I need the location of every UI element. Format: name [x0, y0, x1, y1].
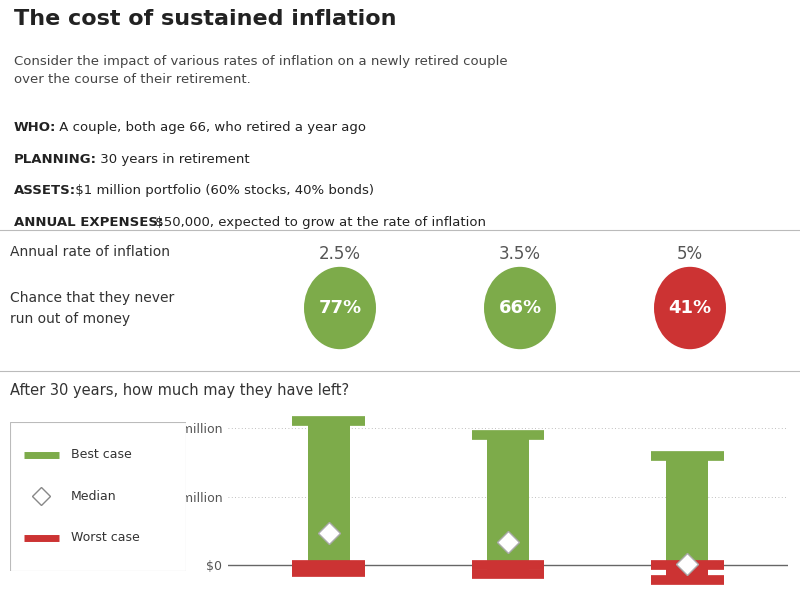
Text: 77%: 77%	[318, 299, 362, 317]
Bar	[487, 435, 529, 565]
Ellipse shape	[654, 267, 726, 349]
Text: After 30 years, how much may they have left?: After 30 years, how much may they have l…	[10, 384, 349, 398]
Text: ASSETS:: ASSETS:	[14, 185, 76, 197]
Text: PLANNING:: PLANNING:	[14, 152, 97, 166]
Bar	[487, 565, 529, 574]
Text: Consider the impact of various rates of inflation on a newly retired couple
over: Consider the impact of various rates of …	[14, 55, 507, 86]
Text: 30 years in retirement: 30 years in retirement	[96, 152, 250, 166]
Ellipse shape	[304, 267, 376, 349]
Text: 3.5%: 3.5%	[499, 245, 541, 263]
Text: 66%: 66%	[498, 299, 542, 317]
FancyBboxPatch shape	[10, 422, 186, 571]
Bar	[308, 565, 350, 572]
Text: 41%: 41%	[669, 299, 711, 317]
Text: Worst case: Worst case	[71, 531, 140, 544]
Ellipse shape	[484, 267, 556, 349]
Text: Best case: Best case	[71, 448, 132, 461]
Text: The cost of sustained inflation: The cost of sustained inflation	[14, 9, 396, 29]
Text: WHO:: WHO:	[14, 121, 56, 134]
Bar	[666, 565, 708, 580]
Text: $1 million portfolio (60% stocks, 40% bonds): $1 million portfolio (60% stocks, 40% bo…	[71, 185, 374, 197]
Text: Chance that they never
run out of money: Chance that they never run out of money	[10, 291, 174, 326]
Text: Median: Median	[71, 490, 117, 503]
Text: ANNUAL EXPENSES:: ANNUAL EXPENSES:	[14, 216, 163, 229]
Text: 2.5%: 2.5%	[319, 245, 361, 263]
Text: 5%: 5%	[677, 245, 703, 263]
Bar	[666, 455, 708, 565]
Text: A couple, both age 66, who retired a year ago: A couple, both age 66, who retired a yea…	[54, 121, 366, 134]
Text: Annual rate of inflation: Annual rate of inflation	[10, 245, 170, 259]
Text: $50,000, expected to grow at the rate of inflation: $50,000, expected to grow at the rate of…	[150, 216, 486, 229]
Bar	[308, 421, 350, 565]
